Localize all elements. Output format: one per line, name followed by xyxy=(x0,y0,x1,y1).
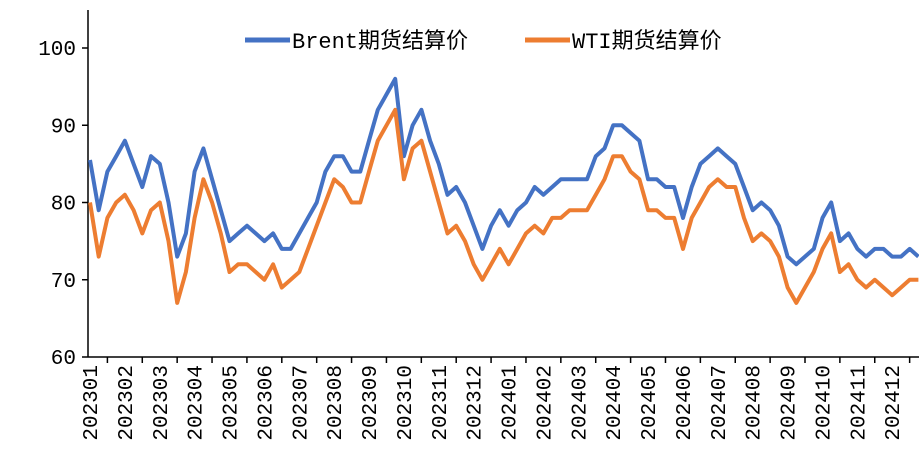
x-tick-label: 202407 xyxy=(709,365,732,441)
x-tick-label: 202411 xyxy=(848,365,871,441)
y-tick-label: 100 xyxy=(38,39,76,62)
x-tick-label: 202409 xyxy=(779,365,802,441)
x-tick-label: 202310 xyxy=(395,365,418,441)
x-tick-label: 202308 xyxy=(325,365,348,441)
x-tick-label: 202410 xyxy=(813,365,836,441)
x-tick-label: 202304 xyxy=(186,365,209,441)
x-tick-label: 202312 xyxy=(465,365,488,441)
x-tick-label: 202305 xyxy=(221,365,244,441)
x-tick-label: 202301 xyxy=(81,365,104,441)
y-tick-label: 80 xyxy=(51,194,76,217)
series-line xyxy=(88,107,919,305)
x-tick-label: 202402 xyxy=(534,365,557,441)
x-tick-label: 202311 xyxy=(430,365,453,441)
x-tick-label: 202405 xyxy=(639,365,662,441)
x-tick-label: 202406 xyxy=(674,365,697,441)
x-tick-label: 202306 xyxy=(255,365,278,441)
y-tick-label: 70 xyxy=(51,271,76,294)
x-tick-label: 202412 xyxy=(883,365,906,441)
x-tick-label: 202307 xyxy=(290,365,313,441)
x-tick-label: 202408 xyxy=(744,365,767,441)
x-tick-label: 202302 xyxy=(116,365,139,441)
x-tick-label: 202404 xyxy=(604,365,627,441)
x-tick-label: 202401 xyxy=(500,365,523,441)
y-tick-label: 90 xyxy=(51,116,76,139)
x-tick-label: 202309 xyxy=(360,365,383,441)
x-tick-label: 202403 xyxy=(569,365,592,441)
x-tick-label: 202303 xyxy=(151,365,174,441)
legend-label: Brent期货结算价 xyxy=(292,29,468,55)
y-tick-label: 60 xyxy=(51,348,76,371)
legend-label: WTI期货结算价 xyxy=(572,29,722,55)
series-line xyxy=(88,76,919,267)
